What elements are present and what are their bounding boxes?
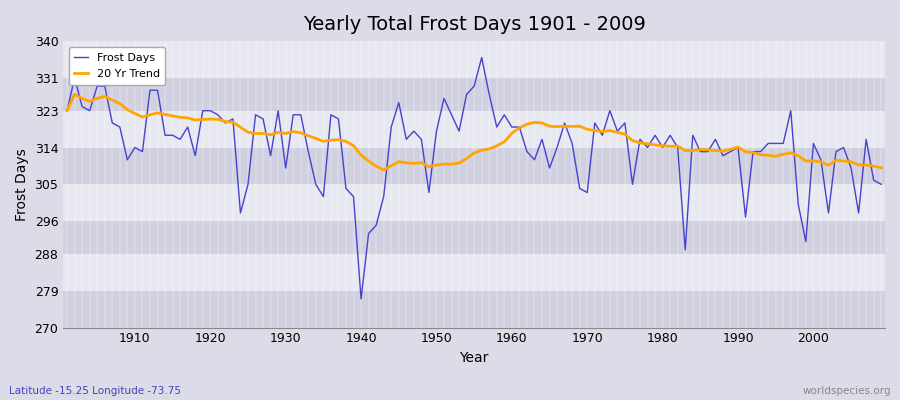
20 Yr Trend: [378, 168, 389, 172]
Text: Latitude -15.25 Longitude -73.75: Latitude -15.25 Longitude -73.75: [9, 386, 181, 396]
Bar: [63, 41, 885, 78]
20 Yr Trend: [521, 122, 532, 126]
Y-axis label: Frost Days: Frost Days: [15, 148, 29, 221]
Text: worldspecies.org: worldspecies.org: [803, 386, 891, 396]
Frost Days: [333, 116, 344, 121]
Frost Days: [122, 157, 133, 162]
20 Yr Trend: [612, 130, 623, 135]
20 Yr Trend: [130, 111, 140, 116]
20 Yr Trend: [340, 139, 351, 144]
20 Yr Trend: [62, 108, 73, 113]
20 Yr Trend: [295, 130, 306, 135]
Bar: [63, 291, 885, 328]
Frost Days: [514, 125, 525, 130]
Frost Days: [62, 108, 73, 113]
Bar: [63, 111, 885, 148]
Bar: [63, 184, 885, 221]
X-axis label: Year: Year: [460, 351, 489, 365]
Legend: Frost Days, 20 Yr Trend: Frost Days, 20 Yr Trend: [68, 47, 166, 85]
Bar: [63, 148, 885, 184]
Frost Days: [612, 129, 623, 134]
Frost Days: [288, 112, 299, 117]
Bar: [63, 221, 885, 254]
20 Yr Trend: [69, 92, 80, 97]
Title: Yearly Total Frost Days 1901 - 2009: Yearly Total Frost Days 1901 - 2009: [302, 15, 645, 34]
20 Yr Trend: [514, 126, 525, 130]
Line: 20 Yr Trend: 20 Yr Trend: [68, 94, 881, 170]
20 Yr Trend: [876, 165, 886, 170]
Frost Days: [476, 55, 487, 60]
Frost Days: [876, 182, 886, 187]
Frost Days: [356, 296, 366, 301]
Frost Days: [521, 149, 532, 154]
Bar: [63, 254, 885, 291]
Line: Frost Days: Frost Days: [68, 58, 881, 299]
Bar: [63, 78, 885, 111]
